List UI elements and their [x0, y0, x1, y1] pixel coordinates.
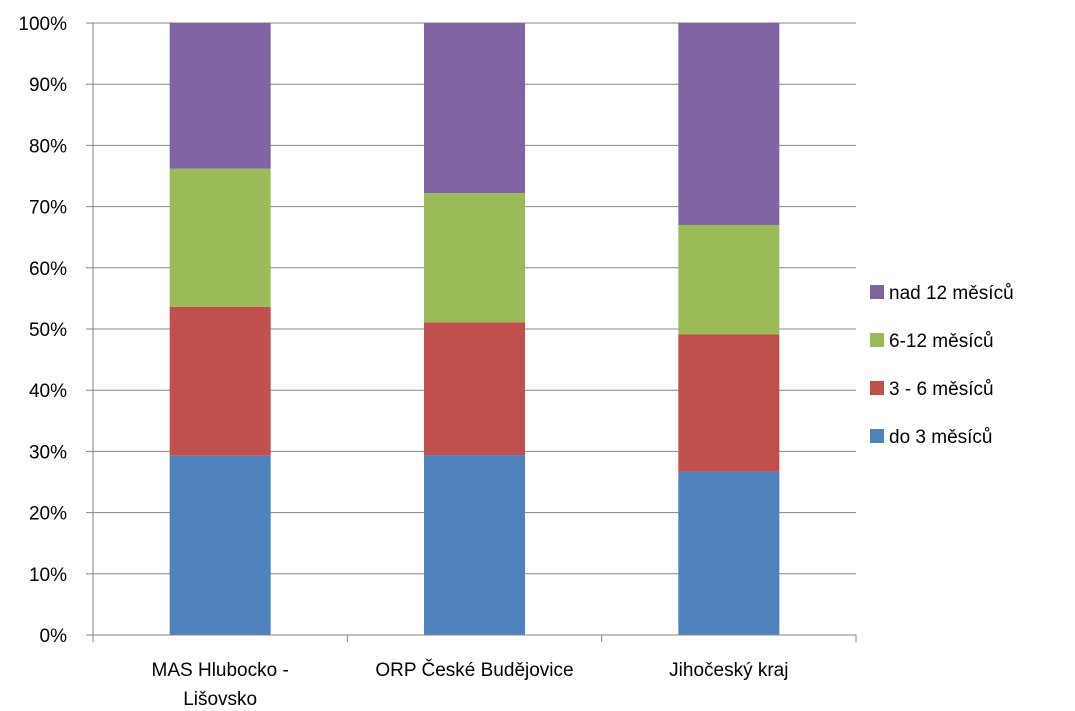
y-tick-label: 20%: [29, 504, 67, 525]
bar-segment: [678, 23, 780, 225]
bar-segment: [424, 193, 525, 323]
y-tick-label: 0%: [40, 626, 68, 647]
axes: [86, 22, 857, 642]
bar-segment: [424, 322, 525, 456]
x-category-label: ORP České Budějovice: [375, 659, 573, 681]
bar-segment: [169, 168, 271, 307]
bar-segment: [424, 455, 525, 635]
bar-segment: [678, 334, 780, 472]
x-axis-categories: MAS Hlubocko - Lišovsko ORP České Budějovi…: [152, 659, 789, 710]
y-tick-label: 50%: [29, 320, 67, 341]
legend-swatch: [870, 381, 884, 395]
y-tick-label: 90%: [29, 75, 67, 96]
y-axis-ticks: 0% 10% 20% 30% 40% 50% 60% 70% 80% 90% 100%: [18, 14, 67, 647]
legend-label: 6-12 měsíců: [889, 331, 994, 352]
legend-label: 3 - 6 měsíců: [889, 379, 994, 400]
legend-label: nad 12 měsíců: [889, 283, 1014, 304]
legend-swatch: [870, 333, 884, 347]
y-tick-label: 60%: [29, 259, 67, 280]
bar-segment: [678, 224, 780, 335]
legend-label: do 3 měsíců: [889, 427, 993, 448]
legend-swatch: [870, 429, 884, 443]
x-category-label: MAS Hlubocko -: [152, 660, 289, 681]
bars: [169, 23, 780, 635]
y-tick-label: 70%: [29, 198, 67, 219]
x-category-label: Lišovsko: [183, 689, 257, 710]
legend-swatch: [870, 285, 884, 299]
bar-segment: [169, 455, 271, 635]
y-tick-label: 100%: [18, 14, 67, 35]
y-tick-label: 80%: [29, 136, 67, 157]
y-tick-label: 10%: [29, 565, 67, 586]
bar-segment: [169, 23, 271, 169]
x-category-label: Jihočeský kraj: [669, 660, 788, 681]
y-tick-label: 40%: [29, 381, 67, 402]
y-tick-label: 30%: [29, 442, 67, 463]
bar-segment: [169, 306, 271, 456]
bar-segment: [678, 471, 780, 635]
legend: nad 12 měsíců 6-12 měsíců 3 - 6 měsíců do 3…: [870, 283, 1014, 448]
bar-segment: [424, 23, 525, 194]
